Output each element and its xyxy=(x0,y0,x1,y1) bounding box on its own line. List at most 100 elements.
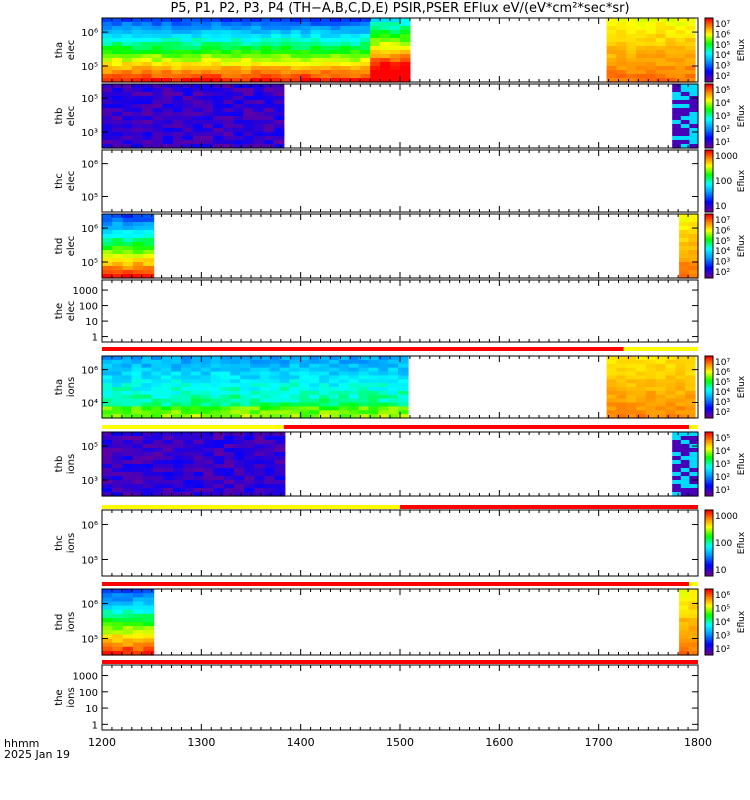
spectrogram-cell xyxy=(142,432,154,437)
spectrogram-cell xyxy=(665,34,676,39)
spectrogram-cell xyxy=(132,124,143,129)
spectrogram-cell xyxy=(253,132,265,137)
spectrogram-cell xyxy=(132,136,143,141)
spectrogram-cell xyxy=(241,58,252,63)
spectrogram-cell xyxy=(370,42,381,47)
spectrogram-cell xyxy=(636,74,647,79)
spectrogram-cell xyxy=(626,390,637,396)
y-tick-label: 10⁵ xyxy=(81,258,98,269)
spectrogram-cell xyxy=(223,492,235,497)
spectrogram-cell xyxy=(122,456,134,461)
spectrogram-cell xyxy=(309,387,320,392)
spectrogram-cell xyxy=(398,379,409,384)
spectrogram-cell xyxy=(680,132,690,137)
spectrogram-cell xyxy=(672,460,682,465)
colorbar-label: Eflux xyxy=(737,104,747,127)
spectrogram-cell xyxy=(688,634,699,640)
spectrogram-cell xyxy=(121,22,133,27)
colorbar-swatch xyxy=(705,374,713,377)
spectrogram-cell xyxy=(688,254,699,259)
spectrogram-cell xyxy=(102,387,113,392)
spectrogram-cell xyxy=(152,484,164,489)
spectrogram-cell xyxy=(675,390,686,396)
colorbar-tick-label: 10⁵ xyxy=(715,434,730,444)
spectrogram-cell xyxy=(251,66,262,71)
spectrogram-cell xyxy=(269,356,281,361)
spectrogram-cell xyxy=(672,444,682,449)
spectrogram-cell xyxy=(264,452,276,457)
colorbar-swatch xyxy=(705,100,713,103)
spectrogram-cell xyxy=(626,410,637,415)
spectrogram-cell xyxy=(132,464,144,469)
spectrogram-cell xyxy=(680,432,690,437)
colorbar-swatch xyxy=(705,371,713,374)
spectrogram-cell xyxy=(192,108,204,113)
spectrogram-cell xyxy=(102,460,113,465)
spectrogram-cell xyxy=(400,26,411,31)
spectrogram-cell xyxy=(213,440,225,445)
spectrogram-cell xyxy=(398,402,409,407)
spectrogram-cell xyxy=(231,62,242,67)
spectrogram-cell xyxy=(388,390,399,396)
spectrogram-cell xyxy=(400,54,411,59)
colorbar-swatch xyxy=(705,494,713,497)
spectrogram-cell xyxy=(143,234,155,239)
spectrogram-cell xyxy=(380,46,391,51)
spectrogram-cell xyxy=(269,402,281,407)
spectrogram-cell xyxy=(244,444,255,449)
spectrogram-cell xyxy=(309,394,320,400)
spectrogram-cell xyxy=(655,74,667,79)
spectrogram-cell xyxy=(161,359,172,365)
spectrogram-cell xyxy=(220,390,231,396)
spectrogram-cell xyxy=(141,414,152,419)
spectrogram-cell xyxy=(358,363,370,369)
colorbar-tick-label: 10³ xyxy=(715,460,730,470)
y-axis-label: thd xyxy=(54,614,65,631)
spectrogram-cell xyxy=(273,144,285,149)
spectrogram-cell xyxy=(636,66,647,71)
spectrogram-cell xyxy=(152,112,164,117)
spectrogram-cell xyxy=(290,74,302,79)
spectrogram-cell xyxy=(233,144,244,149)
spectrogram-cell xyxy=(142,452,154,457)
spectrogram-cell xyxy=(162,124,174,129)
spectrogram-cell xyxy=(122,246,134,251)
spectrogram-cell xyxy=(121,58,133,63)
spectrogram-cell xyxy=(290,70,302,75)
colorbar-swatch xyxy=(705,380,713,383)
spectrogram-cell xyxy=(680,488,690,493)
spectrogram-cell xyxy=(203,484,215,489)
spectrogram-cell xyxy=(348,410,360,415)
colorbar-swatch xyxy=(705,199,713,202)
spectrogram-cell xyxy=(161,410,172,415)
spectrogram-cell xyxy=(675,46,686,51)
spectrogram-cell xyxy=(688,626,699,631)
colorbar-swatch xyxy=(705,159,713,162)
spectrogram-cell xyxy=(290,18,302,23)
spectrogram-cell xyxy=(636,18,647,23)
spectrogram-cell xyxy=(121,379,133,384)
spectrogram-cell xyxy=(161,390,172,396)
spectrogram-cell xyxy=(310,78,322,83)
spectrogram-cell xyxy=(338,387,350,392)
spectrogram-cell xyxy=(121,46,133,51)
spectrogram-cell xyxy=(616,78,627,83)
spectrogram-cell xyxy=(132,452,144,457)
spectrogram-cell xyxy=(142,468,154,473)
spectrogram-cell xyxy=(122,444,134,449)
spectrogram-cell xyxy=(310,34,322,39)
colorbar-swatch xyxy=(705,61,713,64)
spectrogram-cell xyxy=(181,26,192,31)
spectrogram-cell xyxy=(400,38,411,43)
spectrogram-cell xyxy=(665,383,676,388)
spectrogram-cell xyxy=(244,448,255,453)
spectrogram-cell xyxy=(400,34,411,39)
spectrogram-cell xyxy=(190,398,202,404)
spectrogram-cell xyxy=(606,363,617,369)
spectrogram-cell xyxy=(131,371,143,376)
spectrogram-cell xyxy=(269,387,281,392)
colorbar-swatch xyxy=(705,625,713,628)
spectrogram-cell xyxy=(679,626,690,631)
spectrogram-cell xyxy=(122,646,134,652)
spectrogram-cell xyxy=(181,363,192,369)
